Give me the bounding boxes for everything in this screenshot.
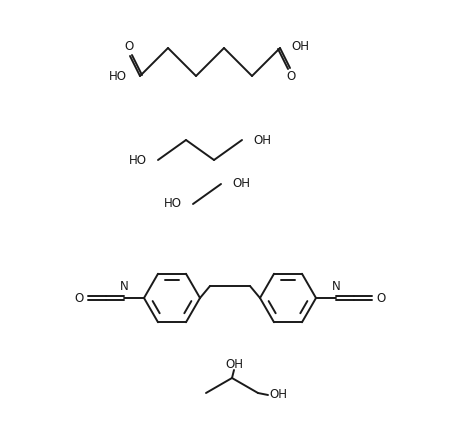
Text: OH: OH: [269, 388, 287, 402]
Text: N: N: [119, 280, 128, 293]
Text: O: O: [74, 292, 84, 304]
Text: OH: OH: [291, 41, 309, 54]
Text: OH: OH: [225, 358, 243, 371]
Text: N: N: [331, 280, 340, 293]
Text: OH: OH: [253, 133, 271, 146]
Text: OH: OH: [232, 177, 250, 191]
Text: O: O: [376, 292, 385, 304]
Text: O: O: [286, 71, 296, 84]
Text: HO: HO: [129, 153, 147, 167]
Text: HO: HO: [109, 69, 127, 82]
Text: HO: HO: [164, 198, 182, 211]
Text: O: O: [124, 41, 133, 54]
